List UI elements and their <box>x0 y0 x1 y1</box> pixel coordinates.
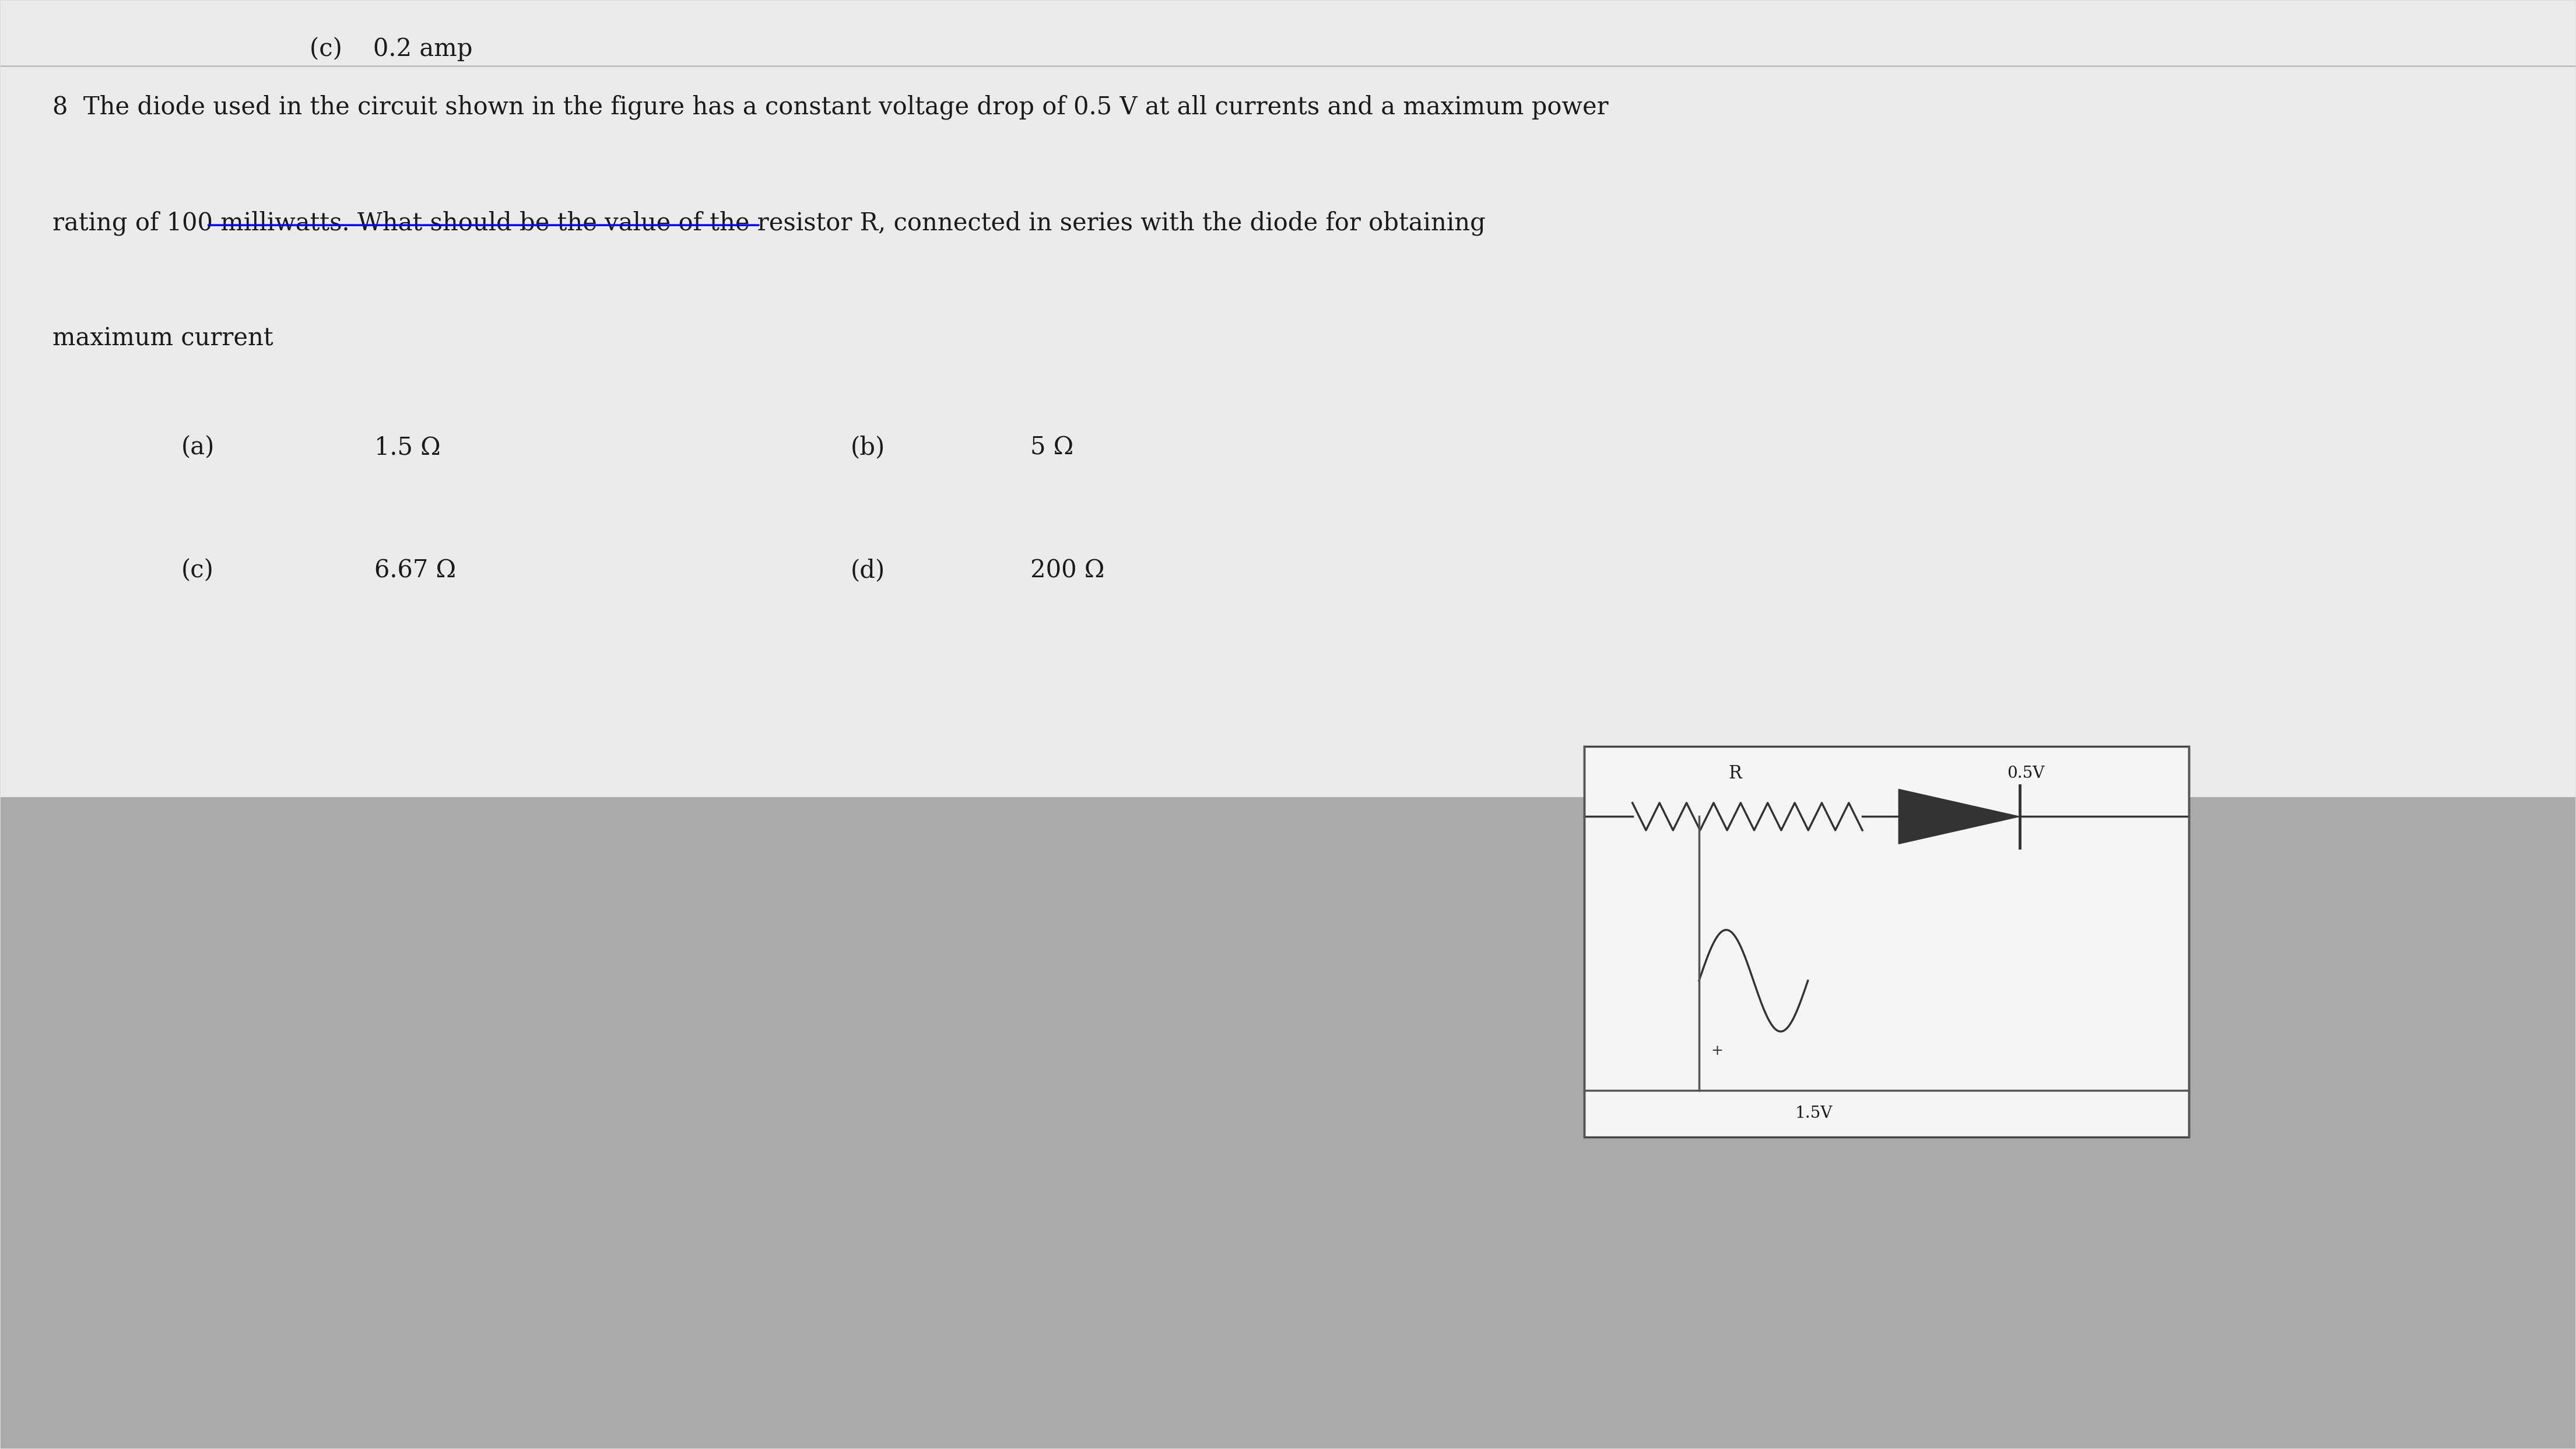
Text: 0.5V: 0.5V <box>2007 765 2045 781</box>
Text: (c)    0.2 amp: (c) 0.2 amp <box>309 38 474 61</box>
Text: 6.67 Ω: 6.67 Ω <box>374 558 456 582</box>
Text: R: R <box>1728 765 1741 782</box>
FancyBboxPatch shape <box>0 0 2576 797</box>
Text: 1.5 Ω: 1.5 Ω <box>374 435 440 459</box>
Text: +: + <box>1710 1045 1723 1058</box>
Text: 8  The diode used in the circuit shown in the figure has a constant voltage drop: 8 The diode used in the circuit shown in… <box>52 94 1607 120</box>
Text: 200 Ω: 200 Ω <box>1030 558 1105 582</box>
Text: (c): (c) <box>180 558 214 582</box>
Bar <box>1584 746 2190 1137</box>
Text: 1.5V: 1.5V <box>1795 1106 1832 1122</box>
Text: 5 Ω: 5 Ω <box>1030 435 1074 459</box>
FancyBboxPatch shape <box>0 797 2576 1448</box>
Text: rating of 100 milliwatts. What should be the value of the resistor R, connected : rating of 100 milliwatts. What should be… <box>52 210 1486 235</box>
Text: (b): (b) <box>850 435 886 459</box>
Polygon shape <box>1899 790 2020 843</box>
Text: maximum current: maximum current <box>52 326 273 351</box>
Text: (d): (d) <box>850 558 886 582</box>
Text: (a): (a) <box>180 435 214 459</box>
